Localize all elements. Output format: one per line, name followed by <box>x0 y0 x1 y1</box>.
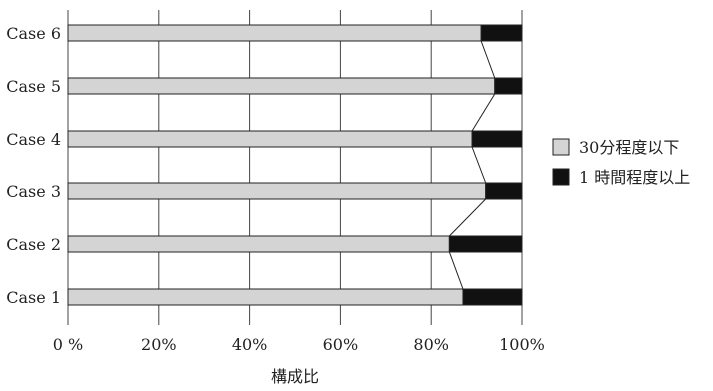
category-label: Case 4 <box>6 130 61 149</box>
x-tick-label: 20% <box>141 335 177 354</box>
bar-segment <box>448 235 523 253</box>
bar-segment <box>485 182 523 200</box>
x-tick-label: 60% <box>323 335 359 354</box>
legend-swatch <box>552 168 570 186</box>
bar-segment <box>67 130 473 148</box>
bar-segment <box>67 288 464 306</box>
x-axis-title: 構成比 <box>271 367 319 386</box>
connector-line <box>448 251 464 290</box>
category-label: Case 3 <box>6 182 61 201</box>
bar-segment <box>462 288 523 306</box>
legend-swatch <box>552 138 570 156</box>
connector-line <box>471 93 496 132</box>
category-label: Case 5 <box>6 77 61 96</box>
bar-segment <box>67 182 487 200</box>
x-tick-label: 80% <box>413 335 449 354</box>
legend-label: 1 時間程度以上 <box>579 168 690 187</box>
connector-line <box>480 40 496 79</box>
bar-segment <box>67 77 496 95</box>
connector-line <box>449 198 487 237</box>
category-label: Case 6 <box>6 24 61 43</box>
bars <box>67 24 523 306</box>
bar-segment <box>494 77 523 95</box>
connector-lines <box>448 40 496 290</box>
category-label: Case 1 <box>6 288 61 307</box>
x-tick-label: 100% <box>499 335 545 354</box>
bar-segment <box>471 130 523 148</box>
connector-line <box>471 146 487 184</box>
grid-lines <box>67 10 523 325</box>
category-label: Case 2 <box>6 235 61 254</box>
bar-segment <box>480 24 523 42</box>
x-tick-label: 40% <box>232 335 268 354</box>
x-tick-label: 0 % <box>53 335 83 354</box>
x-tick-labels: 0 % 20% 40% 60% 80% 100% <box>53 335 545 354</box>
bar-segment <box>67 235 450 253</box>
legend: 30分程度以下 1 時間程度以上 <box>552 138 690 187</box>
bar-segment <box>67 24 482 42</box>
legend-label: 30分程度以下 <box>579 138 679 157</box>
category-labels: Case 1 Case 2 Case 3 Case 4 Case 5 Case 6 <box>6 24 61 307</box>
